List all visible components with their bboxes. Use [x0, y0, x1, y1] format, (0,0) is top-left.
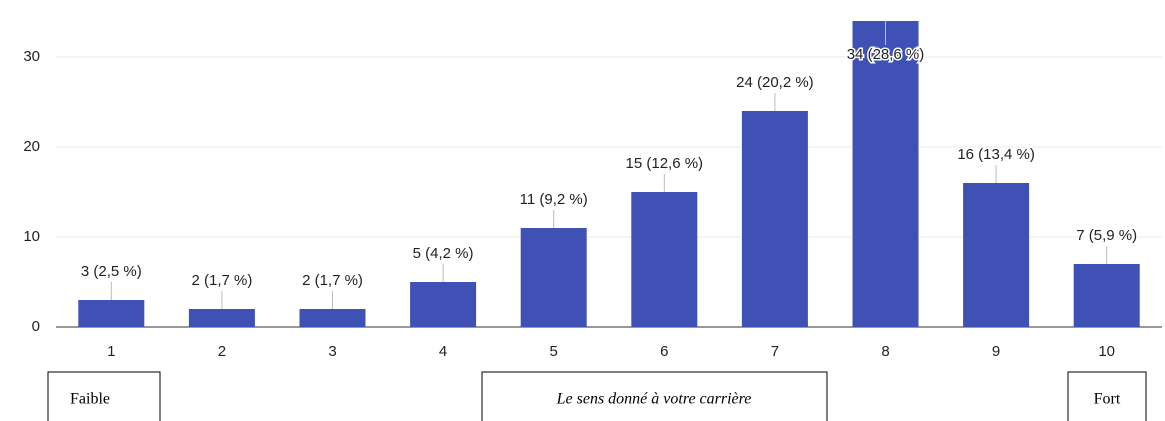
- x-tick-label: 8: [881, 343, 889, 360]
- data-label: 11 (9,2 %): [520, 191, 588, 208]
- x-tick-label: 4: [439, 343, 447, 360]
- data-label: 2 (1,7 %): [302, 272, 363, 289]
- x-tick-label: 6: [660, 343, 668, 360]
- bar: [410, 282, 477, 327]
- bar: [1073, 264, 1140, 327]
- data-label: 16 (13,4 %): [957, 146, 1035, 163]
- data-label: 24 (20,2 %): [736, 74, 814, 91]
- bar: [963, 183, 1030, 327]
- annotation-low: Faible: [70, 391, 110, 408]
- bar: [520, 228, 587, 327]
- y-tick-label: 10: [23, 228, 40, 245]
- x-tick-label: 5: [550, 343, 558, 360]
- x-axis-label: Le sens donné à votre carrière: [556, 391, 752, 408]
- x-tick-label: 7: [771, 343, 779, 360]
- data-label: 2 (1,7 %): [191, 272, 252, 289]
- bar: [78, 300, 145, 327]
- y-tick-label: 0: [32, 318, 40, 335]
- data-label: 5 (4,2 %): [413, 245, 474, 262]
- data-label: 34 (28,6 %): [847, 46, 925, 63]
- y-tick-label: 30: [23, 48, 40, 65]
- annotation-box: [47, 371, 161, 421]
- x-tick-label: 1: [107, 343, 115, 360]
- bar: [299, 309, 366, 327]
- data-label: 7 (5,9 %): [1076, 227, 1137, 244]
- bar: [631, 192, 698, 327]
- annotation-high: Fort: [1094, 391, 1121, 408]
- x-tick-label: 9: [992, 343, 1000, 360]
- data-label: 3 (2,5 %): [81, 263, 142, 280]
- data-label: 15 (12,6 %): [626, 155, 704, 172]
- y-tick-label: 20: [23, 138, 40, 155]
- bar: [852, 21, 919, 327]
- annotation-box: [1067, 371, 1147, 421]
- x-label-box: [481, 371, 828, 421]
- bar: [741, 111, 808, 327]
- x-tick-label: 10: [1098, 343, 1115, 360]
- x-tick-label: 2: [218, 343, 226, 360]
- bar: [188, 309, 255, 327]
- x-tick-label: 3: [328, 343, 336, 360]
